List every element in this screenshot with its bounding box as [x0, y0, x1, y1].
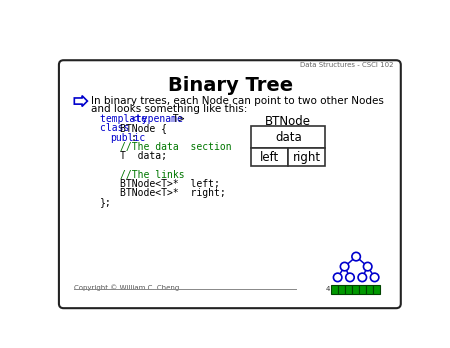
Circle shape	[358, 273, 367, 282]
Bar	[252, 148, 288, 166]
Bar	[345, 285, 352, 294]
Text: left: left	[260, 151, 279, 164]
Circle shape	[333, 273, 342, 282]
Text: BTNode<T>*  left;: BTNode<T>* left;	[120, 179, 220, 189]
Text: T  data;: T data;	[120, 151, 167, 161]
Bar	[288, 148, 325, 166]
Bar	[359, 285, 366, 294]
Text: <typename: <typename	[130, 114, 183, 124]
Text: BTNode {: BTNode {	[120, 124, 167, 133]
Circle shape	[352, 252, 360, 261]
Bar	[332, 285, 338, 294]
Text: public: public	[110, 133, 145, 143]
FancyBboxPatch shape	[59, 60, 401, 308]
Text: In binary trees, each Node can point to two other Nodes: In binary trees, each Node can point to …	[91, 96, 384, 106]
Bar	[373, 285, 380, 294]
Bar	[338, 285, 345, 294]
Bar	[366, 285, 373, 294]
Text: BTNode: BTNode	[266, 115, 311, 128]
Text: :: :	[130, 133, 136, 143]
Circle shape	[346, 273, 354, 282]
Text: and looks something like this:: and looks something like this:	[91, 104, 248, 114]
Circle shape	[370, 273, 379, 282]
Text: 4: 4	[326, 286, 330, 292]
Circle shape	[364, 262, 372, 271]
Text: class: class	[100, 124, 135, 133]
Text: //The data  section: //The data section	[120, 142, 232, 152]
Text: right: right	[293, 151, 321, 164]
Polygon shape	[74, 96, 87, 106]
Circle shape	[340, 262, 349, 271]
Text: };: };	[100, 197, 112, 207]
Bar	[352, 285, 359, 294]
Text: BTNode<T>*  right;: BTNode<T>* right;	[120, 188, 226, 198]
Text: Data Structures - CSCI 102: Data Structures - CSCI 102	[300, 62, 394, 68]
Text: Binary Tree: Binary Tree	[168, 77, 293, 95]
Bar	[252, 126, 325, 148]
Text: //The links: //The links	[120, 169, 184, 180]
Text: Copyright © William C. Cheng: Copyright © William C. Cheng	[74, 285, 180, 291]
Text: template: template	[100, 114, 153, 124]
Text: T>: T>	[161, 114, 184, 124]
Text: data: data	[275, 131, 302, 144]
